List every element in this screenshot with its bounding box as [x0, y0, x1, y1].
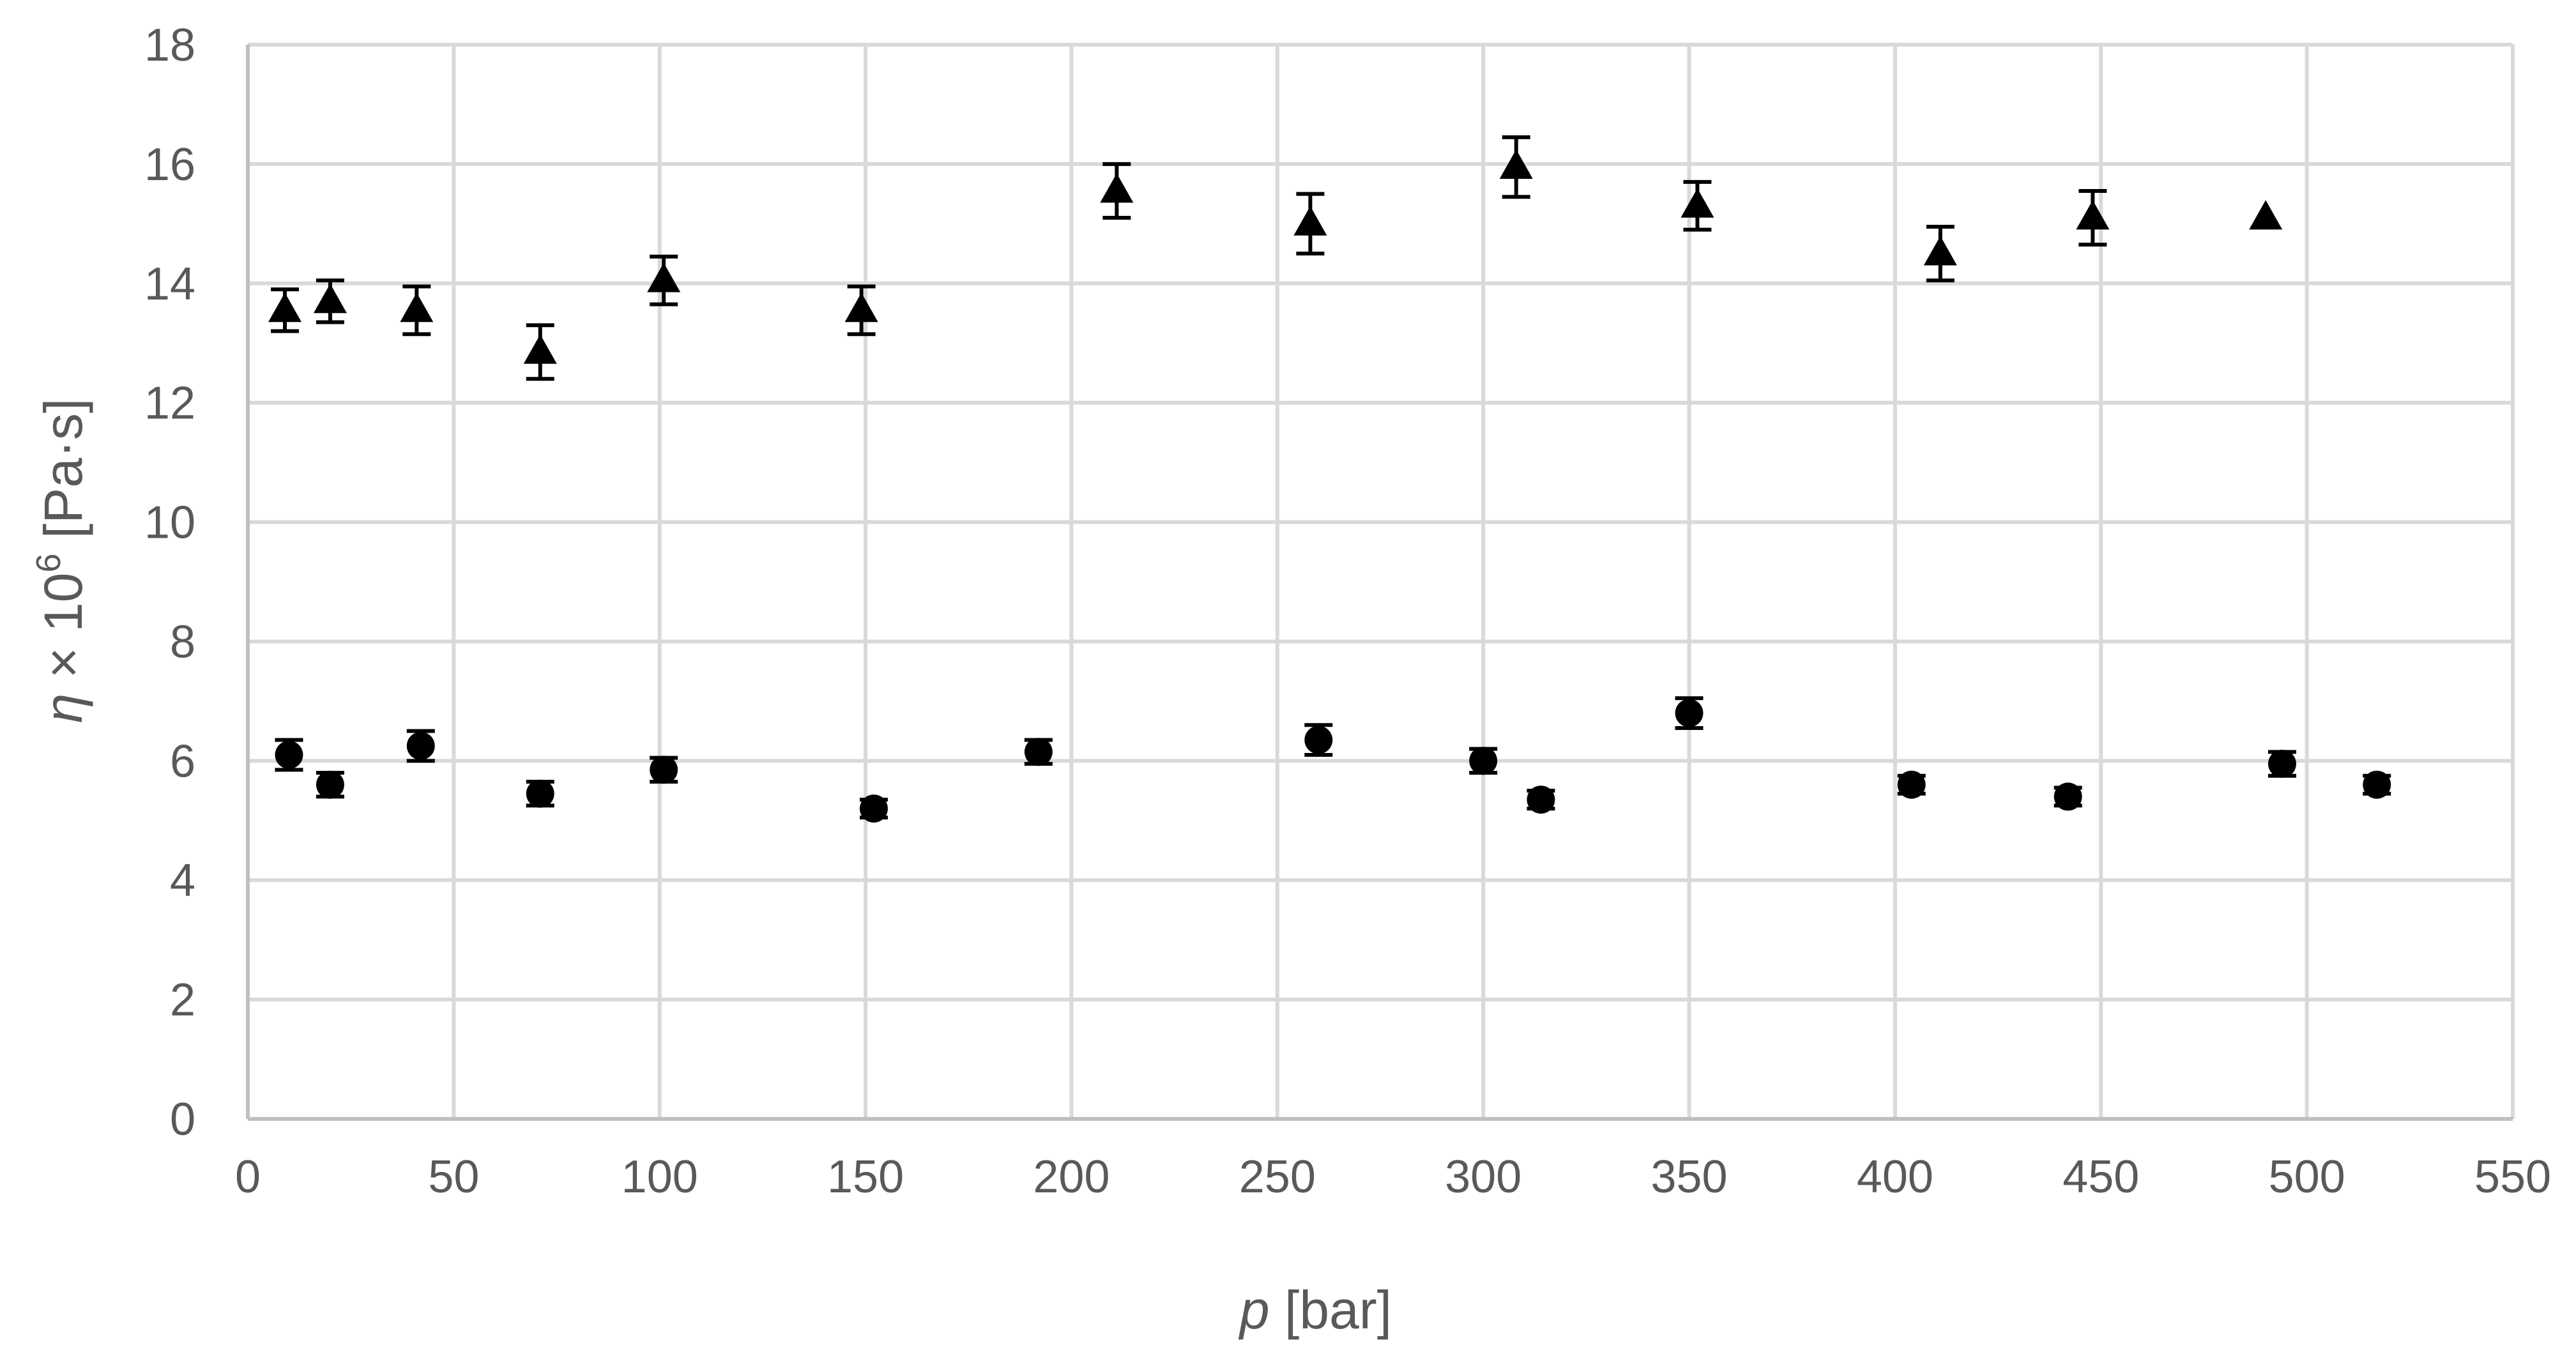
- y-tick-label: 18: [144, 20, 195, 71]
- x-tick-label: 500: [2269, 1151, 2345, 1203]
- triangle-point: [647, 262, 681, 292]
- circle-point: [2363, 770, 2391, 799]
- circle-point: [1024, 738, 1053, 766]
- circle-point: [406, 731, 435, 760]
- y-tick-label: 6: [170, 736, 195, 787]
- y-axis-title: η × 106 [Pa·s]: [29, 399, 93, 724]
- error-bars: [271, 135, 2391, 820]
- triangle-point: [844, 292, 878, 323]
- x-tick-label: 100: [621, 1151, 698, 1203]
- triangle-point: [1923, 236, 1957, 266]
- triangle-point: [1499, 149, 1533, 179]
- circle-point: [650, 756, 678, 784]
- circle-point: [1897, 770, 1926, 799]
- triangle-point: [313, 284, 347, 314]
- y-tick-label: 12: [144, 378, 195, 429]
- y-tick-label: 14: [144, 259, 195, 310]
- x-tick-label: 300: [1445, 1151, 1521, 1203]
- y-tick-label: 0: [170, 1094, 195, 1145]
- triangle-point: [2076, 200, 2110, 230]
- x-tick-label: 400: [1857, 1151, 1933, 1203]
- circle-point: [275, 740, 303, 769]
- x-tick-label: 350: [1650, 1151, 1727, 1203]
- x-axis-title: p [bar]: [1238, 1280, 1392, 1340]
- y-axis-exponent: 6: [29, 553, 68, 572]
- x-axis-unit: [bar]: [1270, 1280, 1392, 1340]
- x-tick-label: 50: [428, 1151, 479, 1203]
- x-tick-label: 250: [1239, 1151, 1316, 1203]
- triangle-point: [268, 292, 302, 323]
- y-tick-label: 4: [170, 855, 195, 906]
- x-tick-label: 150: [827, 1151, 904, 1203]
- circle-point: [2267, 750, 2296, 779]
- tick-labels: 0 50 100 150 200 250 300 350 400 450 500 550 0 2 4 6 8 10…: [144, 20, 2551, 1203]
- y-axis-multiplier: × 10: [33, 572, 93, 693]
- triangle-point: [1100, 173, 1134, 203]
- circle-point: [316, 770, 344, 799]
- triangle-point: [523, 334, 557, 364]
- triangle-point: [400, 292, 434, 323]
- triangle-point: [1680, 188, 1714, 218]
- y-axis-variable: η: [33, 694, 93, 724]
- y-tick-label: 16: [144, 139, 195, 190]
- circle-point: [526, 779, 554, 808]
- circle-point: [1527, 786, 1555, 814]
- y-axis-unit: [Pa·s]: [33, 399, 93, 554]
- x-tick-label: 0: [235, 1151, 261, 1203]
- grid-layer: [248, 43, 2515, 1119]
- circle-point: [1469, 747, 1498, 775]
- x-tick-label: 550: [2474, 1151, 2551, 1203]
- triangle-point: [1293, 206, 1327, 236]
- circle-point: [2054, 782, 2082, 811]
- y-tick-label: 2: [170, 975, 195, 1026]
- triangle-point: [2249, 200, 2283, 230]
- x-axis-variable: p: [1238, 1280, 1270, 1340]
- data-markers: [268, 149, 2391, 823]
- y-tick-label: 10: [144, 498, 195, 549]
- axis-layer: [246, 45, 2513, 1121]
- circle-point: [1304, 725, 1333, 754]
- x-tick-label: 200: [1033, 1151, 1109, 1203]
- circle-point: [1675, 699, 1703, 727]
- x-tick-label: 450: [2062, 1151, 2139, 1203]
- circle-point: [859, 794, 888, 823]
- y-tick-label: 8: [170, 616, 195, 667]
